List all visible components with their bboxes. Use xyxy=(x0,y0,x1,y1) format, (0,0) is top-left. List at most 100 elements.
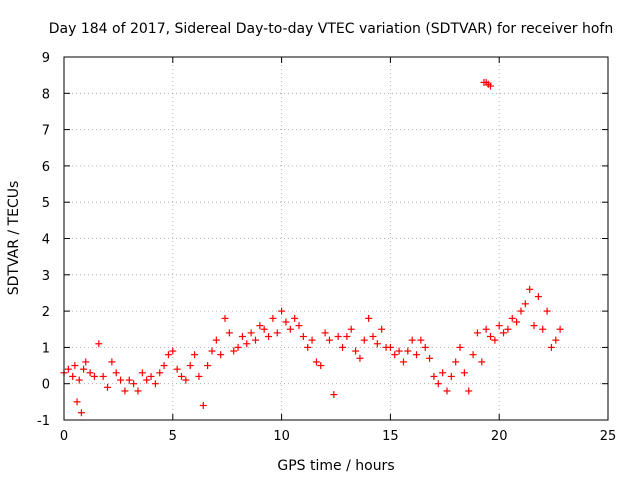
data-point xyxy=(243,340,251,348)
y-tick-label: 0 xyxy=(42,378,50,393)
data-point xyxy=(247,329,255,337)
data-point xyxy=(125,376,133,384)
data-point xyxy=(530,322,538,330)
data-point xyxy=(130,380,138,388)
data-point xyxy=(208,347,216,355)
x-tick-label: 25 xyxy=(600,429,617,444)
data-point xyxy=(304,343,312,351)
data-point xyxy=(508,314,516,322)
data-point xyxy=(90,372,98,380)
data-point xyxy=(517,307,525,315)
data-point xyxy=(278,307,286,315)
data-point xyxy=(473,329,481,337)
data-point xyxy=(447,372,455,380)
data-point xyxy=(500,329,508,337)
x-tick-label: 10 xyxy=(273,429,290,444)
data-point xyxy=(317,362,325,370)
x-tick-label: 0 xyxy=(60,429,68,444)
data-point xyxy=(169,347,177,355)
data-point xyxy=(491,336,499,344)
data-point xyxy=(238,333,246,341)
data-point xyxy=(286,325,294,333)
data-point xyxy=(69,372,77,380)
data-point xyxy=(212,336,220,344)
data-point xyxy=(356,354,364,362)
data-point xyxy=(143,376,151,384)
data-point xyxy=(547,343,555,351)
data-point xyxy=(352,347,360,355)
y-axis-label: SDTVAR / TECUs xyxy=(6,181,22,296)
chart-title: Day 184 of 2017, Sidereal Day-to-day VTE… xyxy=(49,21,613,37)
data-point xyxy=(199,401,207,409)
data-point xyxy=(430,372,438,380)
data-point xyxy=(495,322,503,330)
data-point xyxy=(413,351,421,359)
data-point xyxy=(365,314,373,322)
data-point xyxy=(147,372,155,380)
data-point xyxy=(404,347,412,355)
data-point xyxy=(99,372,107,380)
data-point xyxy=(369,333,377,341)
data-point xyxy=(156,369,164,377)
y-tick-label: 5 xyxy=(42,196,50,211)
data-point xyxy=(104,383,112,391)
data-point xyxy=(556,325,564,333)
data-point xyxy=(86,369,94,377)
data-point xyxy=(439,369,447,377)
data-point xyxy=(282,318,290,326)
data-point xyxy=(478,358,486,366)
data-point xyxy=(391,351,399,359)
data-point xyxy=(82,358,90,366)
data-point xyxy=(312,358,320,366)
data-point xyxy=(204,362,212,370)
data-point xyxy=(234,343,242,351)
data-point xyxy=(191,351,199,359)
data-point xyxy=(360,336,368,344)
data-point xyxy=(386,343,394,351)
data-point xyxy=(539,325,547,333)
data-point xyxy=(221,314,229,322)
data-point xyxy=(426,354,434,362)
data-point xyxy=(121,387,129,395)
data-point xyxy=(534,293,542,301)
data-point xyxy=(138,369,146,377)
data-point xyxy=(378,325,386,333)
data-point xyxy=(417,336,425,344)
data-point xyxy=(195,372,203,380)
data-point xyxy=(465,387,473,395)
y-tick-label: 3 xyxy=(42,269,50,284)
data-point xyxy=(71,362,79,370)
data-point xyxy=(77,409,85,417)
data-point xyxy=(330,391,338,399)
data-point xyxy=(273,329,281,337)
data-point xyxy=(178,372,186,380)
data-point xyxy=(173,365,181,373)
data-point xyxy=(443,387,451,395)
data-point xyxy=(95,340,103,348)
data-point xyxy=(64,365,72,373)
y-tick-label: 7 xyxy=(42,124,50,139)
data-point xyxy=(395,347,403,355)
data-point xyxy=(308,336,316,344)
data-point xyxy=(482,325,490,333)
data-point xyxy=(399,358,407,366)
data-point xyxy=(339,343,347,351)
data-point xyxy=(543,307,551,315)
data-point xyxy=(373,340,381,348)
data-point xyxy=(334,333,342,341)
data-point xyxy=(421,343,429,351)
data-point xyxy=(260,325,268,333)
data-point xyxy=(134,387,142,395)
data-point xyxy=(160,362,168,370)
grid xyxy=(64,57,608,420)
data-point xyxy=(552,336,560,344)
data-point xyxy=(504,325,512,333)
data-point xyxy=(186,362,194,370)
data-point xyxy=(251,336,259,344)
data-point xyxy=(521,300,529,308)
data-point xyxy=(108,358,116,366)
data-point xyxy=(182,376,190,384)
data-point xyxy=(265,333,273,341)
x-axis-label: GPS time / hours xyxy=(277,458,394,474)
